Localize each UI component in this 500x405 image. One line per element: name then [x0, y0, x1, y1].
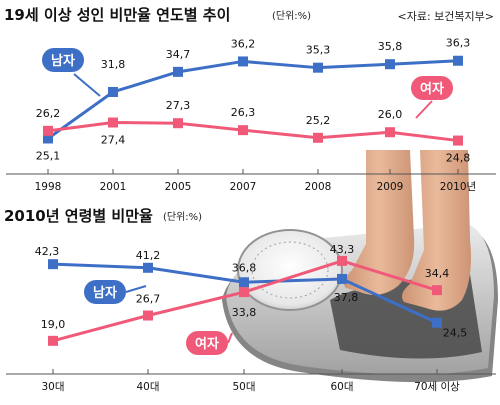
- chart2-data-label: 24,5: [443, 327, 468, 340]
- scale-dial-inner: [251, 241, 329, 299]
- chart1-data-label: 26,0: [378, 108, 403, 121]
- chart2-legend-leader: [125, 285, 147, 293]
- chart1-x-tick-label: 2009: [377, 181, 404, 193]
- chart1-legend-leader: [415, 100, 433, 119]
- right-leg: [402, 150, 471, 311]
- chart1-data-point: [238, 125, 248, 136]
- chart2-legend-badge: [186, 331, 228, 355]
- chart2-legend-label: 남자: [93, 285, 117, 301]
- chart2-x-tick-label: 70세 이상: [414, 381, 460, 393]
- chart1-data-point: [313, 132, 323, 143]
- chart2-data-label: 33,8: [232, 306, 257, 319]
- chart1-x-tick-label: 2008: [305, 181, 332, 193]
- chart1-data-label: 35,3: [306, 44, 331, 57]
- chart2-unit: (단위:%): [163, 210, 202, 223]
- chart2-data-point: [48, 259, 58, 270]
- chart1-legend-leader: [73, 73, 101, 97]
- chart2-data-point: [143, 310, 153, 321]
- chart2-data-label: 43,3: [330, 243, 355, 256]
- chart1-data-label: 26,3: [231, 106, 256, 119]
- chart1-data-point: [173, 118, 183, 129]
- chart2-data-point: [337, 273, 347, 284]
- chart1-data-label: 24,8: [446, 152, 471, 165]
- chart2-legend-badge: [84, 280, 126, 304]
- chart1-data-label: 34,7: [166, 48, 191, 61]
- chart2-data-point: [48, 335, 58, 346]
- chart1-x-tick-label: 1998: [35, 181, 62, 193]
- chart1-title: 19세 이상 성인 비만율 연도별 추이: [4, 6, 230, 24]
- chart1-x-tick-label: 2010년: [440, 181, 476, 193]
- chart1-data-point: [108, 117, 118, 128]
- chart1-data-point: [313, 62, 323, 73]
- chart1-data-label: 27,4: [101, 134, 126, 147]
- chart2-x-tick-label: 50대: [232, 381, 255, 393]
- chart1-x-tick-label: 2007: [230, 181, 257, 193]
- chart1-data-label: 26,2: [36, 107, 61, 120]
- chart2-legend-label: 여자: [195, 336, 219, 352]
- chart2-data-point: [143, 262, 153, 273]
- chart-obesity-by-age: 2010년 연령별 비만율 (단위:%) 30대 40대 50대 60대 70세 이상 …: [4, 207, 496, 393]
- chart2-data-point: [432, 285, 442, 296]
- chart1-data-label: 25,1: [36, 149, 61, 162]
- chart1-data-point: [108, 86, 118, 97]
- chart1-data-point: [453, 55, 463, 66]
- chart1-data-label: 31,8: [101, 58, 126, 71]
- chart2-title: 2010년 연령별 비만율: [4, 207, 153, 225]
- chart1-data-label: 35,8: [378, 40, 403, 53]
- chart1-data-point: [43, 133, 53, 144]
- chart1-data-point: [385, 59, 395, 70]
- chart1-data-point: [385, 127, 395, 138]
- chart1-data-point: [453, 135, 463, 146]
- chart1-source: <자료: 보건복지부>: [398, 10, 494, 23]
- chart1-x-tick-label: 2001: [100, 181, 127, 193]
- chart1-data-point: [173, 66, 183, 77]
- chart2-data-label: 26,7: [136, 293, 161, 306]
- scale-dial: [237, 229, 343, 311]
- chart2-data-point: [337, 255, 347, 266]
- chart1-data-label: 25,2: [306, 114, 331, 127]
- chart2-data-point: [239, 287, 249, 298]
- chart1-data-label: 27,3: [166, 99, 191, 112]
- chart1-legend-badge: [42, 48, 84, 72]
- chart1-x-tick-label: 2005: [165, 181, 192, 193]
- chart2-data-label: 19,0: [41, 318, 66, 331]
- chart1-legend-label: 남자: [51, 53, 75, 69]
- chart1-data-label: 36,2: [231, 37, 256, 50]
- chart2-x-tick-label: 40대: [136, 381, 159, 393]
- chart1-legend-label: 여자: [420, 81, 444, 97]
- chart1-legend-badge: [411, 76, 453, 100]
- chart2-data-label: 34,4: [425, 267, 450, 280]
- scale-illustration: [222, 150, 498, 383]
- chart2-data-label: 42,3: [35, 245, 60, 258]
- chart2-legend-leader: [227, 332, 233, 344]
- chart2-x-tick-label: 30대: [41, 381, 64, 393]
- chart2-data-point: [239, 277, 249, 288]
- chart2-data-point: [432, 317, 442, 328]
- chart1-unit: (단위:%): [272, 9, 311, 22]
- chart2-data-label: 36,8: [232, 261, 257, 274]
- chart1-data-label: 36,3: [446, 37, 471, 50]
- chart2-data-label: 41,2: [136, 249, 161, 262]
- chart2-x-tick-label: 60대: [330, 381, 353, 393]
- chart1-data-point: [238, 56, 248, 67]
- left-leg: [344, 150, 415, 295]
- chart-obesity-by-year: 19세 이상 성인 비만율 연도별 추이 (단위:%) <자료: 보건복지부> …: [4, 6, 496, 193]
- chart2-data-label: 37,8: [334, 291, 359, 304]
- chart1-data-point: [43, 125, 53, 136]
